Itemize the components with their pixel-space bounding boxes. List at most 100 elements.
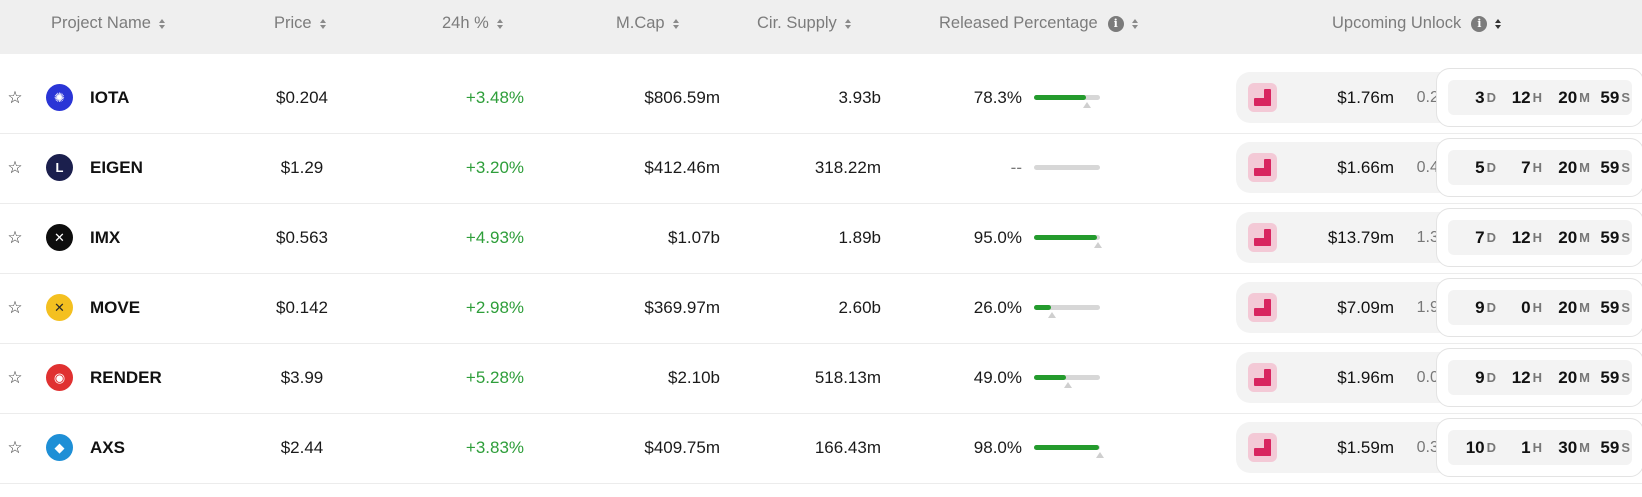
project-name[interactable]: MOVE bbox=[90, 297, 141, 317]
countdown-minutes: 20 M bbox=[1558, 157, 1590, 177]
upcoming-unlock-card[interactable]: $7.09m 1.92% 9D 0H 20M 59S bbox=[1236, 278, 1642, 337]
favorite-star-icon[interactable]: ☆ bbox=[7, 297, 23, 317]
progress-track bbox=[1034, 305, 1100, 318]
circulating-supply-value: 1.89b bbox=[838, 227, 881, 247]
favorite-star-icon[interactable]: ☆ bbox=[7, 157, 23, 177]
iota-logo-icon: ✺ bbox=[46, 61, 74, 134]
info-icon[interactable]: i bbox=[1107, 15, 1124, 32]
circulating-supply-value: 318.22m bbox=[814, 157, 881, 177]
sort-icon[interactable] bbox=[844, 18, 851, 29]
col-upcoming-unlock[interactable]: Upcoming Unlock i bbox=[1332, 14, 1502, 33]
eigen-logo-icon: L bbox=[46, 131, 74, 204]
render-logo-icon: ◉ bbox=[46, 341, 74, 414]
change-24h-value: +4.93% bbox=[465, 227, 525, 247]
countdown-minutes: 30 M bbox=[1558, 437, 1590, 457]
unlock-value: $1.76m bbox=[1337, 87, 1394, 107]
sort-icon[interactable] bbox=[1495, 18, 1502, 29]
col-label: Project Name bbox=[51, 14, 151, 32]
released-progress-bar bbox=[1034, 271, 1102, 344]
project-name[interactable]: EIGEN bbox=[90, 157, 143, 177]
circulating-supply-value: 166.43m bbox=[814, 437, 881, 457]
countdown-seconds: 59 S bbox=[1600, 157, 1630, 177]
next-unlock-marker bbox=[1094, 242, 1102, 248]
favorite-star-icon[interactable]: ☆ bbox=[7, 227, 23, 247]
upcoming-unlock-card[interactable]: $1.76m 0.22% 3D 12H 20M 59S bbox=[1236, 68, 1642, 127]
circulating-supply-value: 2.60b bbox=[838, 297, 881, 317]
unlock-source-icon bbox=[1248, 433, 1277, 462]
next-unlock-marker bbox=[1064, 382, 1072, 388]
sort-icon[interactable] bbox=[319, 18, 326, 29]
table-row[interactable]: ☆ ✕ IMX $0.563 +4.93% $1.07b 1.89b 95.0%… bbox=[0, 201, 1642, 274]
progress-fill bbox=[1034, 445, 1099, 450]
move-logo-icon: ✕ bbox=[46, 271, 74, 344]
col-label: Released Percentage bbox=[939, 14, 1098, 32]
table-row[interactable]: ☆ L EIGEN $1.29 +3.20% $412.46m 318.22m … bbox=[0, 131, 1642, 204]
unlock-value: $13.79m bbox=[1327, 227, 1394, 247]
countdown-minutes: 20 M bbox=[1558, 367, 1590, 387]
favorite-star-icon[interactable]: ☆ bbox=[7, 87, 23, 107]
favorite-star-icon[interactable]: ☆ bbox=[7, 437, 23, 457]
col-project-name[interactable]: Project Name bbox=[51, 14, 165, 33]
progress-track bbox=[1034, 95, 1100, 108]
col-label: Price bbox=[274, 14, 312, 32]
upcoming-unlock-card[interactable]: $1.96m 0.09% 9D 12H 20M 59S bbox=[1236, 348, 1642, 407]
progress-track bbox=[1034, 165, 1100, 170]
unlock-source-icon bbox=[1248, 293, 1277, 322]
project-name[interactable]: IMX bbox=[90, 227, 121, 247]
upcoming-unlock-card[interactable]: $1.66m 0.40% 5D 7H 20M 59S bbox=[1236, 138, 1642, 197]
released-percentage-value: 95.0% bbox=[973, 227, 1022, 247]
change-24h-value: +3.83% bbox=[465, 437, 525, 457]
market-cap-value: $1.07b bbox=[668, 227, 720, 247]
col-label: Cir. Supply bbox=[757, 14, 837, 32]
progress-fill bbox=[1034, 95, 1086, 100]
countdown-seconds: 59 S bbox=[1600, 367, 1630, 387]
table-row[interactable]: ☆ ◆ AXS $2.44 +3.83% $409.75m 166.43m 98… bbox=[0, 411, 1642, 484]
released-progress-bar bbox=[1034, 341, 1102, 414]
countdown-seconds: 59 S bbox=[1600, 227, 1630, 247]
countdown-seconds: 59 S bbox=[1600, 297, 1630, 317]
project-name[interactable]: IOTA bbox=[90, 87, 130, 107]
unlock-value: $1.66m bbox=[1337, 157, 1394, 177]
sort-icon[interactable] bbox=[672, 18, 679, 29]
sort-icon[interactable] bbox=[496, 18, 503, 29]
col-released-percentage[interactable]: Released Percentage i bbox=[939, 14, 1138, 33]
col-price[interactable]: Price bbox=[274, 14, 326, 33]
released-progress-bar bbox=[1034, 411, 1104, 484]
change-24h-value: +2.98% bbox=[465, 297, 525, 317]
countdown-hours: 12 H bbox=[1511, 87, 1542, 107]
price-value: $2.44 bbox=[280, 437, 324, 457]
upcoming-unlock-card[interactable]: $13.79m 1.30% 7D 12H 20M 59S bbox=[1236, 208, 1642, 267]
released-percentage-value: -- bbox=[1010, 157, 1022, 177]
sort-icon[interactable] bbox=[1131, 18, 1138, 29]
favorite-star-icon[interactable]: ☆ bbox=[7, 367, 23, 387]
sort-icon[interactable] bbox=[158, 18, 165, 29]
countdown-days: 10 D bbox=[1465, 437, 1496, 457]
countdown-minutes: 20 M bbox=[1558, 227, 1590, 247]
col-24h-change[interactable]: 24h % bbox=[442, 14, 503, 33]
price-value: $0.204 bbox=[276, 87, 328, 107]
price-value: $0.563 bbox=[276, 227, 328, 247]
col-circulating-supply[interactable]: Cir. Supply bbox=[757, 14, 851, 33]
table-row[interactable]: ☆ ✕ MOVE $0.142 +2.98% $369.97m 2.60b 26… bbox=[0, 271, 1642, 344]
upcoming-unlock-card[interactable]: $1.59m 0.39% 10D 1H 30M 59S bbox=[1236, 418, 1642, 477]
countdown-hours: 12 H bbox=[1511, 227, 1542, 247]
table-row[interactable]: ☆ ✺ IOTA $0.204 +3.48% $806.59m 3.93b 78… bbox=[0, 61, 1642, 134]
released-percentage-value: 26.0% bbox=[973, 297, 1022, 317]
price-value: $1.29 bbox=[280, 157, 324, 177]
progress-track bbox=[1034, 375, 1100, 388]
released-progress-bar bbox=[1034, 131, 1102, 204]
project-name[interactable]: AXS bbox=[90, 437, 125, 457]
col-market-cap[interactable]: M.Cap bbox=[616, 14, 679, 33]
project-name[interactable]: RENDER bbox=[90, 367, 162, 387]
unlock-value: $1.96m bbox=[1337, 367, 1394, 387]
price-value: $0.142 bbox=[276, 297, 328, 317]
info-icon[interactable]: i bbox=[1471, 15, 1488, 32]
table-row[interactable]: ☆ ◉ RENDER $3.99 +5.28% $2.10b 518.13m 4… bbox=[0, 341, 1642, 414]
